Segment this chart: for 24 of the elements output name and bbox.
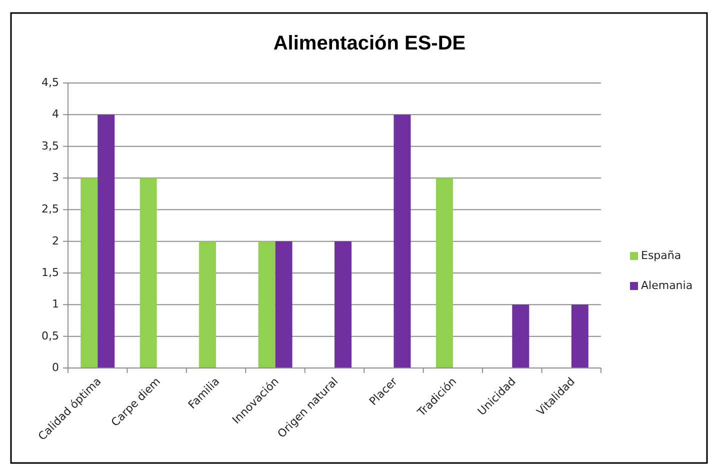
- y-tick-label: 4: [52, 108, 59, 121]
- bar: [394, 114, 411, 368]
- y-tick-label: 2,5: [42, 202, 59, 216]
- y-tick-label: 4,5: [42, 76, 59, 90]
- bar: [334, 241, 352, 368]
- bar: [512, 304, 530, 368]
- bar: [275, 241, 292, 368]
- y-tick-label: 0,5: [42, 329, 59, 342]
- bar: [571, 304, 588, 368]
- bar: [199, 241, 216, 368]
- chart-title: Alimentación ES-DE: [273, 32, 466, 54]
- bar: [98, 114, 115, 368]
- bar: [436, 178, 453, 368]
- bar: [80, 178, 98, 368]
- legend-label: España: [641, 249, 682, 262]
- legend-label: Alemania: [641, 279, 693, 292]
- bar: [140, 178, 157, 368]
- y-tick-label: 2: [52, 234, 59, 248]
- y-tick-label: 1: [52, 298, 59, 311]
- y-tick-label: 3: [52, 171, 59, 184]
- y-tick-label: 3,5: [42, 139, 59, 152]
- y-tick-label: 0: [52, 361, 59, 374]
- bar: [258, 241, 276, 368]
- y-tick-label: 1,5: [42, 266, 59, 280]
